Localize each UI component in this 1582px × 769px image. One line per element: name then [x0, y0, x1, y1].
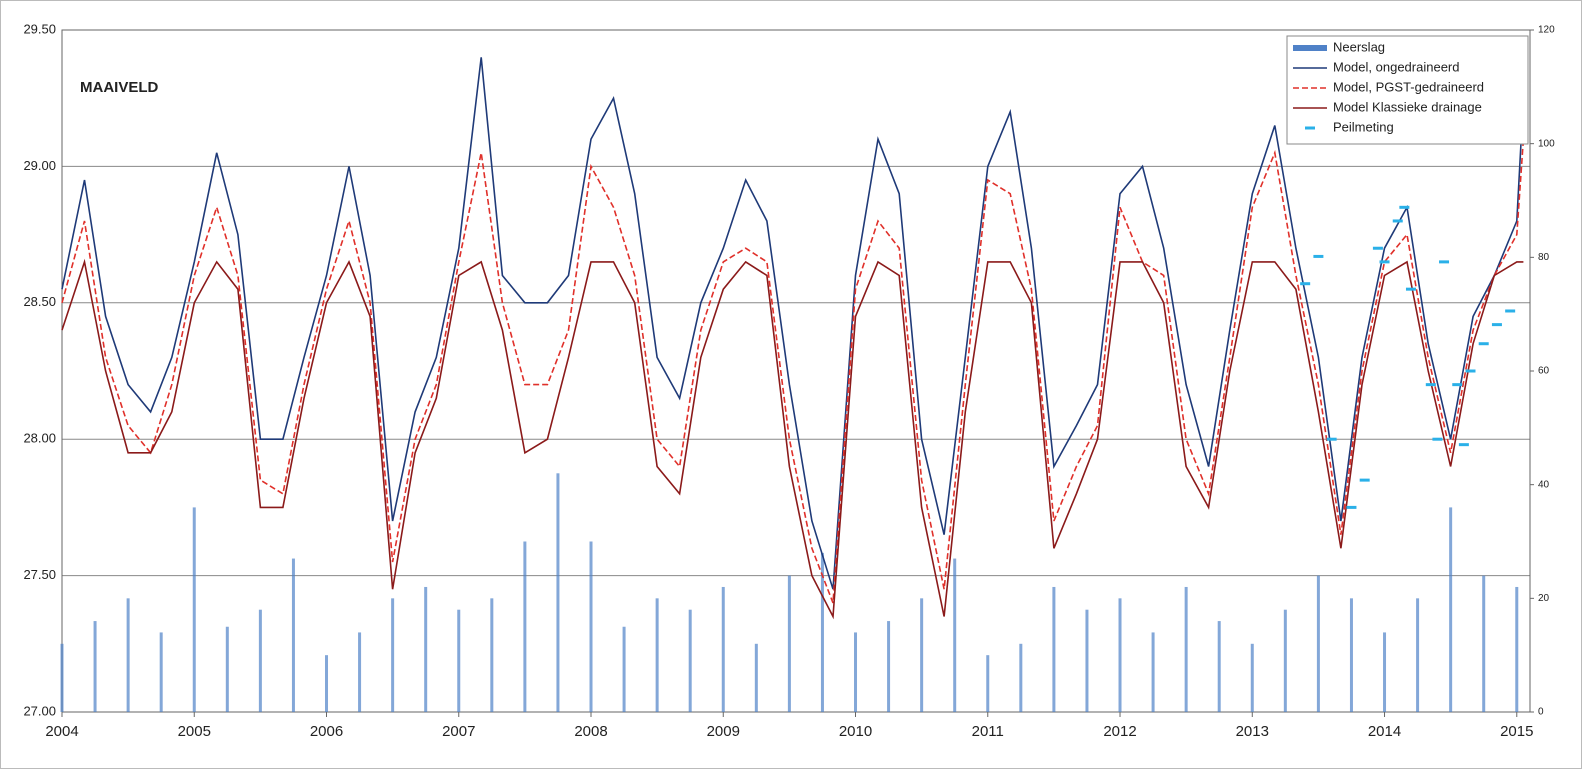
- bar: [1151, 632, 1155, 712]
- x-tick-label: 2005: [178, 723, 211, 740]
- bar: [358, 632, 362, 712]
- line: [61, 57, 1525, 590]
- y-tick-label: 28.00: [23, 431, 56, 446]
- bar: [1383, 632, 1387, 712]
- legend-box: [1286, 35, 1529, 145]
- x-tick-label: 2013: [1236, 723, 1269, 740]
- x-tick-label: 2010: [839, 723, 872, 740]
- y-tick-label: 27.50: [23, 567, 56, 582]
- bar: [1118, 598, 1122, 712]
- bar: [325, 655, 329, 712]
- line: [61, 258, 1524, 620]
- y2-tick-label: 120: [1538, 25, 1555, 36]
- bar: [93, 621, 97, 712]
- bar: [225, 626, 229, 712]
- bar: [159, 632, 163, 712]
- y-tick-label: 29.50: [23, 21, 56, 36]
- bar: [192, 507, 196, 712]
- bar: [556, 473, 560, 712]
- y-tick-label: 27.00: [23, 703, 56, 718]
- x-tick-label: 2004: [45, 723, 78, 740]
- y2-tick-label: 60: [1538, 366, 1550, 377]
- plot-area: [61, 29, 1531, 713]
- bar: [854, 632, 858, 712]
- x-tick-label: 2006: [310, 723, 343, 740]
- bar: [787, 575, 791, 712]
- bar: [1184, 586, 1188, 712]
- bar: [986, 655, 990, 712]
- bar: [523, 541, 527, 712]
- bar: [1019, 643, 1023, 712]
- legend-label: Neerslag: [1333, 39, 1385, 54]
- bar: [258, 609, 262, 712]
- legend-swatch: [1293, 45, 1327, 51]
- bar: [920, 598, 924, 712]
- legend-label: Model, ongedraineerd: [1333, 59, 1459, 74]
- bar: [1416, 598, 1420, 712]
- bar: [1449, 507, 1453, 712]
- bar: [1482, 575, 1486, 712]
- legend-label: Peilmeting: [1333, 119, 1394, 134]
- bar: [1349, 598, 1353, 712]
- bar: [1217, 621, 1221, 712]
- y2-tick-label: 80: [1538, 252, 1550, 263]
- bar: [1052, 586, 1056, 712]
- bar: [721, 586, 725, 712]
- bar: [424, 586, 428, 712]
- x-tick-label: 2007: [442, 723, 475, 740]
- bar: [391, 598, 395, 712]
- legend-label: Model, PGST-gedraineerd: [1333, 79, 1484, 94]
- line: [61, 139, 1525, 604]
- x-tick-label: 2012: [1103, 723, 1136, 740]
- x-tick-label: 2014: [1368, 723, 1401, 740]
- x-tick-label: 2008: [574, 723, 607, 740]
- bar: [490, 598, 494, 712]
- y-tick-label: 28.50: [23, 294, 56, 309]
- y2-tick-label: 20: [1538, 593, 1550, 604]
- y2-tick-label: 40: [1538, 479, 1550, 490]
- bar: [688, 609, 692, 712]
- bar: [589, 541, 593, 712]
- x-tick-label: 2009: [707, 723, 740, 740]
- bar: [60, 643, 64, 712]
- bar: [126, 598, 130, 712]
- bar: [754, 643, 758, 712]
- bar: [1250, 643, 1254, 712]
- x-tick-label: 2011: [972, 723, 1004, 740]
- y2-tick-label: 0: [1538, 707, 1544, 718]
- bar: [1085, 609, 1089, 712]
- annotation: MAAIVELD: [80, 79, 159, 96]
- legend-label: Model Klassieke drainage: [1333, 99, 1482, 114]
- y-tick-label: 29.00: [23, 158, 56, 173]
- y2-tick-label: 100: [1538, 138, 1555, 149]
- bar: [820, 552, 824, 712]
- bar: [953, 558, 957, 712]
- bar: [1283, 609, 1287, 712]
- bar: [622, 626, 626, 712]
- bar: [291, 558, 295, 712]
- bar: [457, 609, 461, 712]
- bar: [1515, 586, 1519, 712]
- bar: [887, 621, 891, 712]
- bar: [1316, 575, 1320, 712]
- bar: [655, 598, 659, 712]
- x-tick-label: 2015: [1500, 723, 1533, 740]
